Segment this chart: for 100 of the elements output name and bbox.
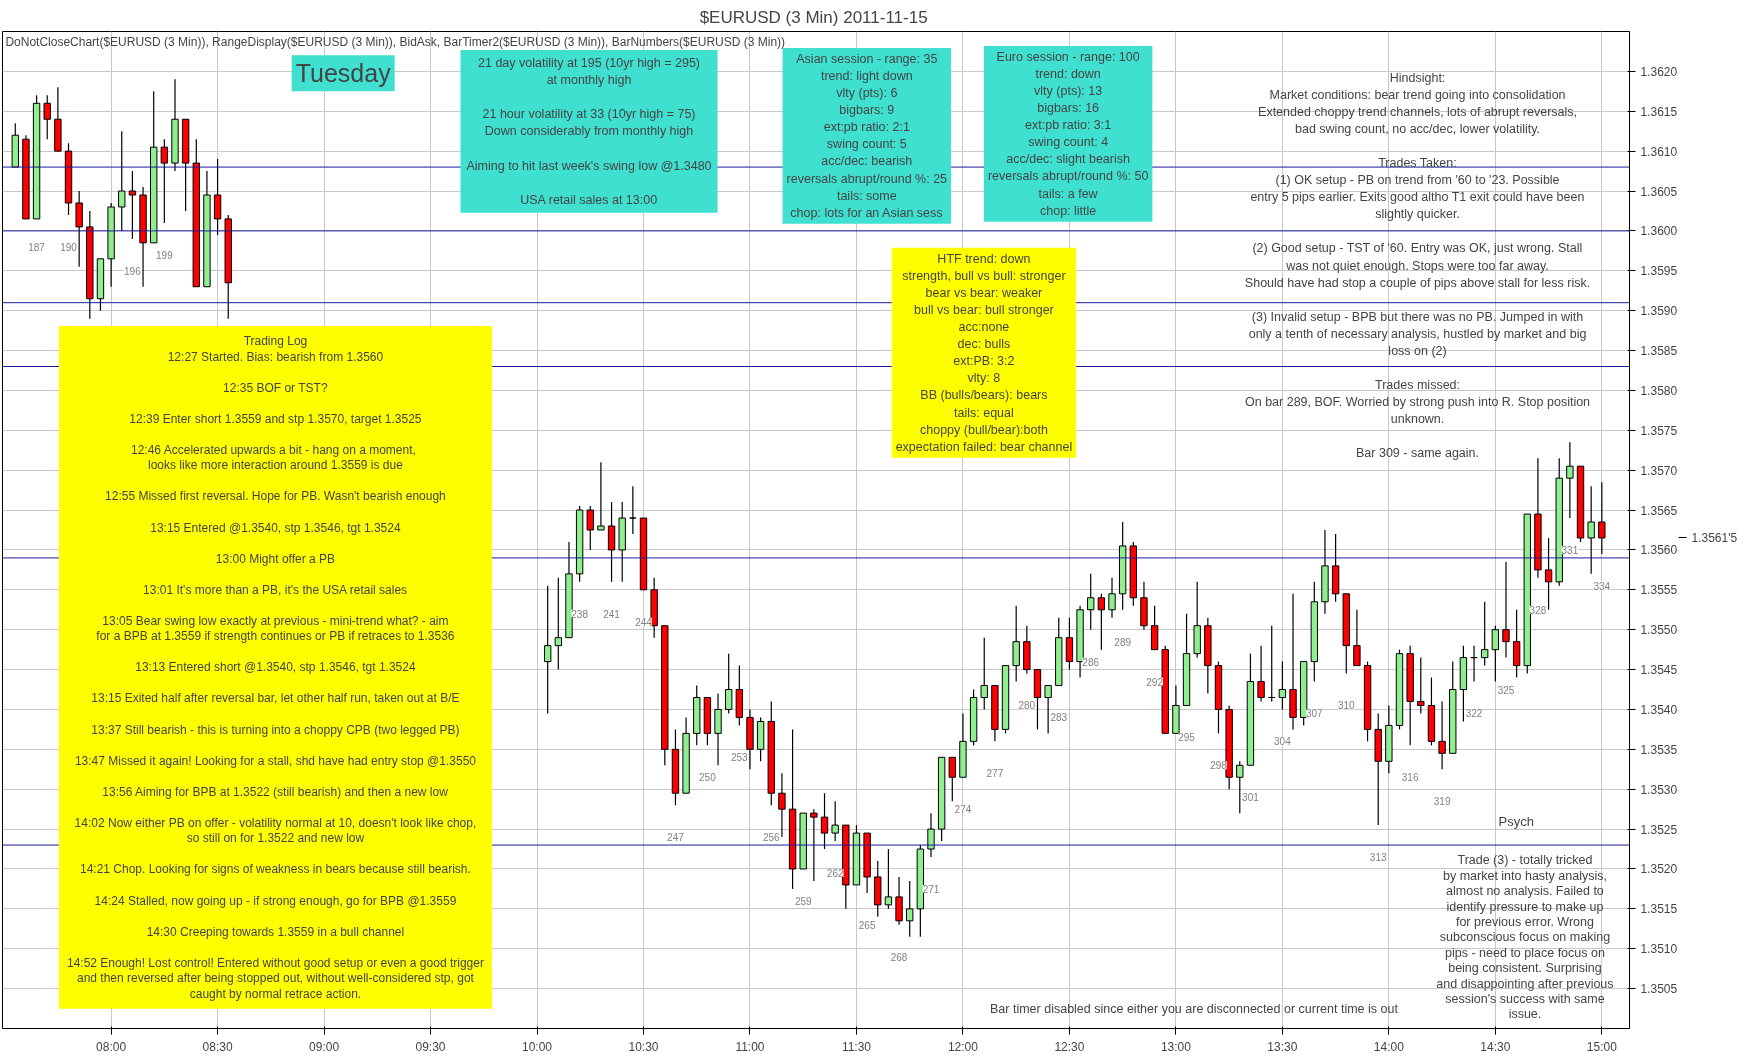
y-tick-label: 1.3575: [1640, 423, 1678, 438]
candlestick: [75, 190, 83, 268]
candlestick: [1097, 593, 1106, 651]
annotation: 277: [986, 768, 1004, 780]
annotation: 286: [1082, 656, 1100, 668]
candlestick: [554, 577, 563, 671]
annotation: Psych: [1498, 814, 1534, 830]
annotation: 295: [1178, 732, 1196, 744]
candlestick: [1566, 441, 1574, 519]
annotation: 265: [858, 919, 876, 931]
annotation: 325: [1497, 684, 1515, 696]
candlestick: [1491, 625, 1500, 683]
x-tick-label: 12:30: [1054, 1039, 1085, 1054]
annotation: 268: [890, 951, 908, 963]
x-tick-label: 13:30: [1267, 1039, 1298, 1054]
annotation: 298: [1210, 760, 1228, 772]
x-tick-label: 14:00: [1373, 1039, 1405, 1054]
annotation: 328: [1529, 604, 1547, 616]
candlestick: [1598, 481, 1606, 555]
candlestick: [948, 756, 956, 802]
text: 1.3561'5: [1691, 530, 1738, 545]
y-tick-label: 1.3540: [1640, 702, 1678, 717]
chart-title: $EURUSD (3 Min) 2011-11-15: [699, 7, 928, 27]
y-tick-label: 1.3525: [1640, 822, 1678, 837]
y-tick-label: 1.3595: [1640, 264, 1678, 279]
annotation: 292: [1146, 676, 1164, 688]
annotation: 289: [1114, 636, 1132, 648]
x-tick-label: 14:30: [1480, 1039, 1511, 1054]
candlestick: [831, 800, 839, 842]
annotation: 187: [28, 241, 46, 253]
annotation: 274: [954, 804, 972, 816]
text: Trading Log 12:27 Started. Bias: bearish from 1.3560 12:35 BOF or TST? 12:39 Enter short 1.3559 and stp 1.3570, target 1.3525 12:46 Accelerated upwards a bit - hang on a moment, looks like more interaction around 1.3559 is due 12:55 Missed first reversal. Hope for PB. Wasn't bearish enough 13:15 Entered @1.3540, stp 1.3546, tgt 1.3524 13:00 Might offer a PB 13:01 It's more than a PB, it's the USA retail sales 13:05 Bear swing low exactly at previous - mini-trend what? - aim for a BPB at 1.3559 if strength continues or PB if retraces to 1.3536 13:13 Entered short @1.3540, stp 1.3546, tgt 1.3524 13:15 Exited half after reversal bar, let other half run, taken out at B/E 13:37 Still bearish - this is turning into a choppy CPB (two legged PB) 13:47 Missed it again! Looking for a stall, shd have had entry stop @1.3550 13:56 Aiming for BPB at 1.3522 (still bearish) and then a new low 14:02 Now either PB on offer - volatility normal at 10, doesn't look like chop, so still on for 1.3522 and new low 14:21 Chop. Looking for signs of weakness in bears because still bearish. 14:24 Stalled, now going up - if strong enough, go for BPB @1.3559 14:30 Creeping towards 1.3559 in a bull channel 14:52 Enough! Lost control! Entered without good setup or even a good trigger and then reversed after being stopped out, without well-considered stp, got caught by normal retrace action.: [66, 334, 484, 1001]
x-tick-label: 11:00: [735, 1039, 765, 1054]
annotation: 313: [1369, 852, 1387, 864]
annotation: 190: [60, 241, 78, 253]
annotation: 253: [730, 752, 749, 764]
annotation: 262: [826, 867, 844, 879]
candlestick: [1065, 617, 1074, 671]
annotation: 307: [1305, 708, 1324, 720]
text: Asian session - range: 35 trend: light down vlty (pts): 6 bigbars: 9 ext:pb ratio: 2:1 swing count: 5 acc/dec: bearish reversals abrupt/round %: 25 tails: some chop: lots for an Asian sess: [786, 51, 948, 220]
y-tick-label: 1.3580: [1640, 383, 1678, 398]
y-tick-label: 1.3610: [1640, 144, 1678, 159]
candlestick: [1278, 661, 1287, 711]
annotation: 319: [1433, 796, 1451, 808]
candlestick: [1236, 760, 1244, 814]
annotation: 334: [1593, 580, 1611, 592]
candlestick: [724, 653, 733, 715]
annotation: 244: [635, 616, 653, 628]
y-tick-label: 1.3535: [1640, 742, 1678, 757]
y-tick-label: 1.3530: [1640, 782, 1678, 797]
x-tick-label: 08:30: [202, 1039, 233, 1054]
candlestick: [884, 848, 893, 910]
annotation: 304: [1274, 736, 1292, 748]
annotation: Bar timer disabled since either you are disconnected or current time is out: [990, 1001, 1399, 1016]
annotation: 238: [571, 608, 589, 620]
candlestick: [1438, 700, 1446, 770]
annotation: 301: [1242, 792, 1260, 804]
candlestick: [43, 94, 51, 140]
text: Euro session - range: 100 trend: down vlty (pts): 13 bigbars: 16 ext:pb ratio: 3:1 swing count: 4 acc/dec: slight bearish reversals abrupt/round %: 50 tails: a few chop: little: [987, 49, 1149, 218]
y-tick-label: 1.3585: [1640, 344, 1678, 359]
annotation: Tuesday: [295, 59, 392, 88]
x-tick-label: 10:30: [628, 1039, 659, 1054]
candlestick: [1150, 605, 1159, 651]
candlestick: [1044, 684, 1052, 734]
x-tick-label: 15:00: [1586, 1039, 1618, 1054]
y-tick-label: 1.3520: [1640, 862, 1678, 877]
annotation: 196: [124, 265, 142, 277]
candlestick: [1417, 657, 1425, 715]
y-tick-label: 1.3600: [1640, 224, 1678, 239]
y-tick-label: 1.3550: [1640, 623, 1678, 638]
annotation: 247: [667, 832, 685, 844]
y-tick-label: 1.3560: [1640, 543, 1678, 558]
candlestick: [607, 501, 616, 583]
candlestick: [1587, 485, 1595, 575]
text: Trade (3) - totally tricked by market into hasty analysis, almost no analysis. Failed to identify pressure to make up for previous error. Wrong subconscious focus on making pips - need to place focus on being consistent. Surprising and disappointing after previous session's success with same issue.: [1436, 853, 1614, 1022]
candlestick: [213, 158, 222, 236]
candlestick: [128, 170, 137, 240]
annotation: 271: [922, 883, 940, 895]
candlestick: [1353, 609, 1361, 667]
annotation: 316: [1401, 772, 1419, 784]
candlestick: [820, 792, 829, 850]
x-tick-label: 09:30: [415, 1039, 446, 1054]
candlestick: [1012, 605, 1020, 683]
y-tick-label: 1.3620: [1640, 64, 1678, 79]
x-tick-label: 12:00: [947, 1039, 979, 1054]
annotation: 283: [1050, 712, 1068, 724]
annotation: 322: [1465, 708, 1483, 720]
candlestick: [714, 692, 722, 766]
y-tick-label: 1.3605: [1640, 184, 1678, 199]
text: Hindsight: Market conditions: bear trend going into consolidation Extended choppy trend channels, lots of abrupt reversals, bad swing count, no acc/dec, lower volatility. Trades Taken: (1) OK setup - PB on trend from '60 to '23. Possible entry 5 pips earlier. Exits good altho T1 exit could have been slightly quicker. (2) Good setup - TST of '60. Entry was OK, just wrong. Stall was not quiet enough. Stops were too far away. Should have had stop a couple of pips above stall for less risk. (3) Invalid setup - BPB but there was no PB. Jumped in with only a tenth of necessary analysis, hustled by market and big loss on (2) Trades missed: On bar 289, BOF. Worried by strong push into R. Stop position unknown. Bar 309 - same again.: [1244, 70, 1591, 461]
candlestick: [1257, 645, 1265, 703]
y-tick-label: 1.3510: [1640, 942, 1678, 957]
y-tick-label: 1.3590: [1640, 304, 1678, 319]
y-tick-label: 1.3615: [1640, 104, 1678, 119]
candlestick: [810, 808, 818, 882]
candlestick: [1108, 577, 1116, 619]
x-tick-label: 10:00: [522, 1039, 553, 1054]
candlestick: [629, 485, 637, 535]
candlestick: [118, 130, 126, 232]
annotation: 199: [156, 249, 174, 261]
